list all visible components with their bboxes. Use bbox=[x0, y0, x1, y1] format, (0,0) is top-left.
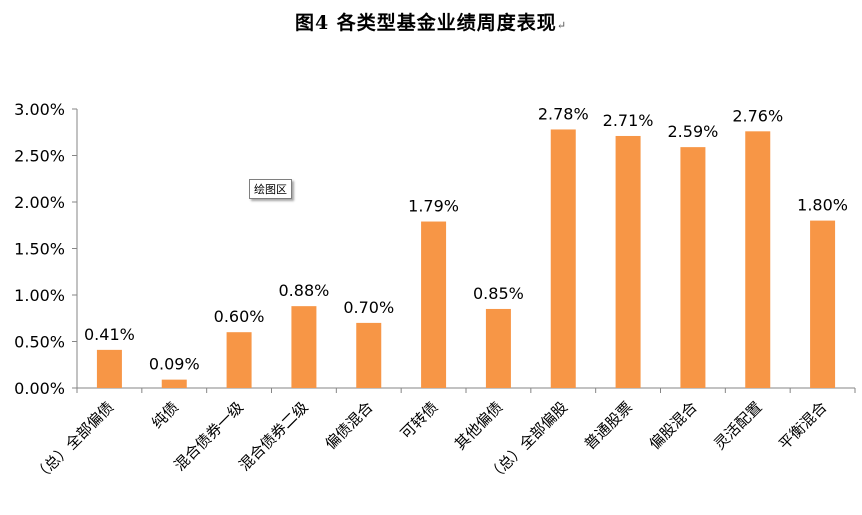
bar-value-label: 0.88% bbox=[279, 281, 330, 300]
bar bbox=[485, 308, 511, 388]
y-tick-label: 1.50% bbox=[14, 240, 65, 259]
bar bbox=[291, 306, 317, 388]
bar-value-label: 0.60% bbox=[214, 307, 265, 326]
x-category-label: 其他偏债 bbox=[451, 398, 506, 453]
paragraph-mark: ↵ bbox=[556, 19, 568, 32]
bar bbox=[810, 220, 836, 388]
bar-value-label: 0.85% bbox=[473, 284, 524, 303]
chart-title-text: 图4 各类型基金业绩周度表现 bbox=[294, 12, 557, 34]
x-category-label: 平衡混合 bbox=[775, 398, 830, 453]
y-tick-label: 2.50% bbox=[14, 147, 65, 166]
y-tick-label: 2.00% bbox=[14, 193, 65, 212]
x-category-label: （总）全部偏债 bbox=[30, 398, 117, 485]
x-category-label: 普通股票 bbox=[581, 398, 636, 453]
bar-value-label: 2.59% bbox=[668, 122, 719, 141]
x-category-label: 混合债券二级 bbox=[235, 398, 311, 474]
bar bbox=[161, 379, 187, 388]
x-category-label: 灵活配置 bbox=[710, 398, 765, 453]
y-tick-label: 0.00% bbox=[14, 379, 65, 398]
plot-area-tooltip: 绘图区 bbox=[249, 179, 292, 199]
x-category-label: 纯债 bbox=[148, 398, 182, 432]
bar bbox=[356, 322, 382, 388]
chart-title: 图4 各类型基金业绩周度表现↵ bbox=[0, 8, 862, 35]
x-category-label: 偏股混合 bbox=[646, 398, 701, 453]
bar bbox=[615, 135, 641, 388]
bar-value-label: 1.79% bbox=[408, 197, 459, 216]
bar-value-label: 0.09% bbox=[149, 355, 200, 374]
bar bbox=[421, 221, 447, 388]
bar bbox=[745, 131, 771, 388]
bar-value-label: 0.41% bbox=[84, 325, 135, 344]
bar bbox=[96, 349, 122, 388]
y-tick-label: 3.00% bbox=[14, 100, 65, 119]
x-category-label: 可转债 bbox=[397, 398, 442, 443]
y-tick-label: 1.00% bbox=[14, 286, 65, 305]
bar-value-label: 2.76% bbox=[732, 106, 783, 125]
y-tick-label: 0.50% bbox=[14, 333, 65, 352]
bar-value-label: 2.71% bbox=[603, 111, 654, 130]
bar-value-label: 0.70% bbox=[343, 298, 394, 317]
bar bbox=[226, 332, 252, 388]
bar bbox=[680, 147, 706, 388]
x-category-label: 偏债混合 bbox=[321, 398, 376, 453]
bar-value-label: 2.78% bbox=[538, 104, 589, 123]
bar-value-label: 1.80% bbox=[797, 196, 848, 215]
bar bbox=[550, 129, 576, 388]
